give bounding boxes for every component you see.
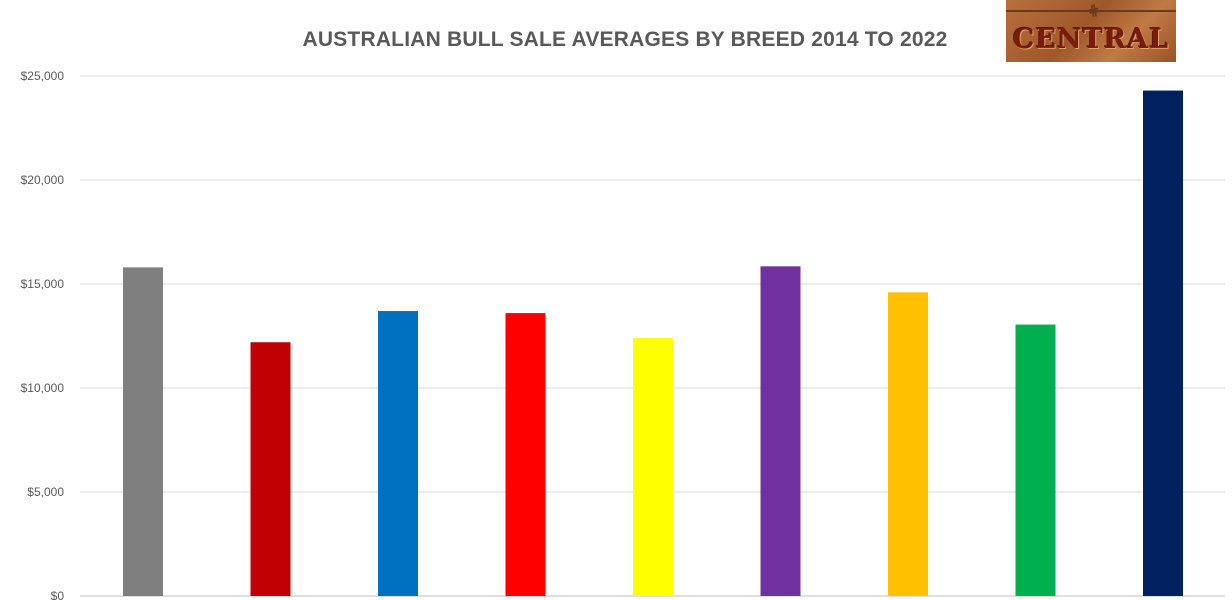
y-tick-label: $5,000 [27, 485, 64, 499]
y-tick-label: $25,000 [21, 69, 65, 83]
bar [505, 313, 546, 596]
bar [1143, 90, 1183, 596]
bar [888, 292, 928, 596]
bars [123, 90, 1183, 596]
bar [633, 338, 673, 596]
bar [123, 267, 163, 596]
logo-text: CENTRAL [1012, 24, 1170, 55]
bar [250, 342, 291, 596]
barbed-wire-icon [1006, 10, 1176, 12]
bar [1015, 324, 1056, 596]
y-axis-ticks: $0 $5,000 $10,000 $15,000 $20,000 $25,000 [21, 69, 65, 600]
chart-title: AUSTRALIAN BULL SALE AVERAGES BY BREED 2… [302, 28, 948, 51]
y-tick-label: $15,000 [21, 277, 65, 291]
bar [760, 266, 801, 596]
beef-central-logo: ⋕ CENTRAL [1006, 0, 1176, 62]
y-tick-label: $0 [51, 589, 65, 600]
y-tick-label: $10,000 [21, 381, 65, 395]
bar [378, 311, 418, 596]
y-tick-label: $20,000 [21, 173, 65, 187]
